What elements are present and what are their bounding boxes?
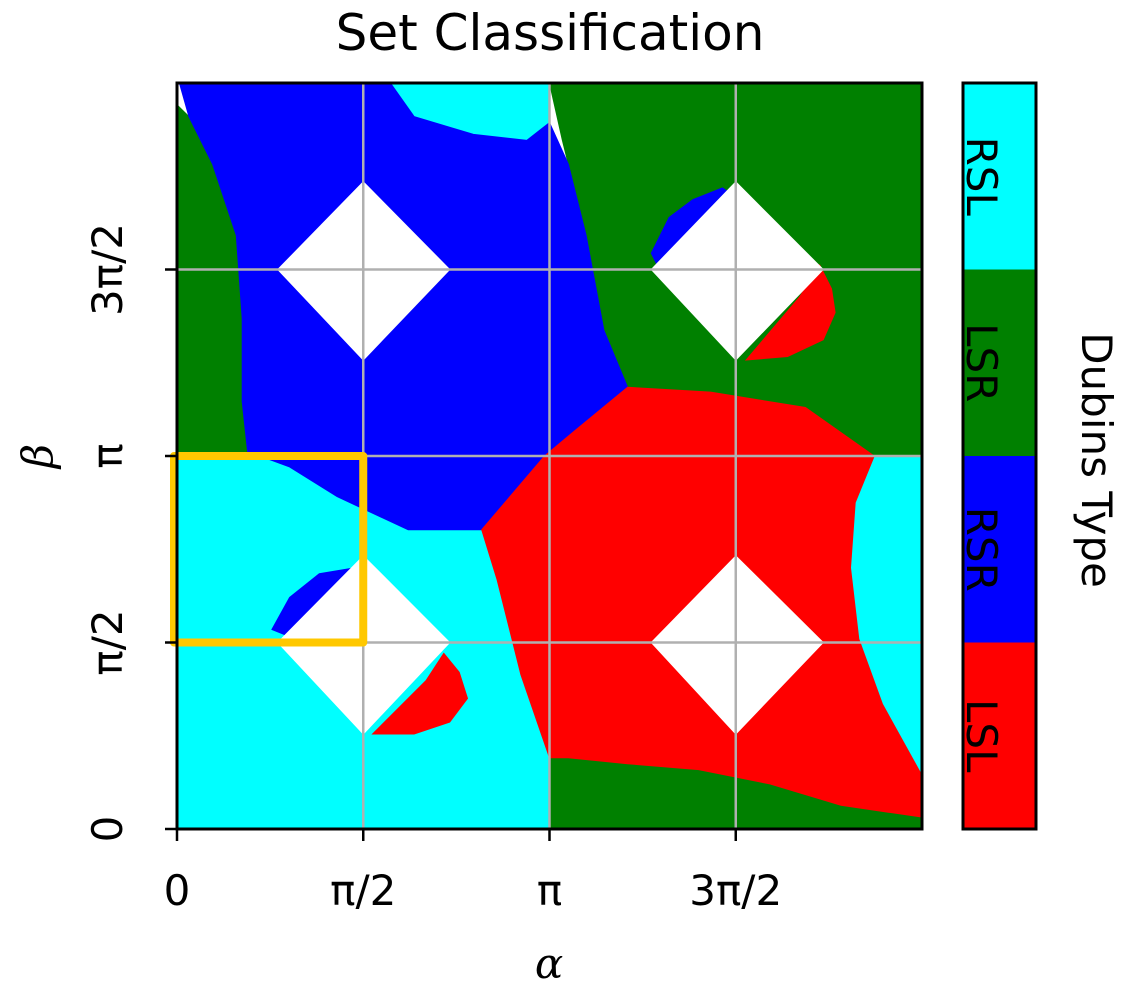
x-tick-label: π/2 — [330, 866, 396, 915]
colorbar-segment-lsr — [963, 269, 1036, 456]
y-tick-label: 3π/2 — [83, 223, 132, 316]
colorbar-title: Dubins Type — [1072, 332, 1121, 588]
colorbar-segment-lsl — [963, 642, 1036, 829]
colorbar-segment-rsl — [963, 83, 1036, 270]
highlight-box — [170, 452, 368, 647]
colorbar: LSL RSR LSR RSL — [957, 81, 1038, 831]
colorbar-frame — [961, 81, 1038, 831]
colorbar-label-lsl: LSL — [957, 699, 1006, 773]
x-tick-label: π — [537, 866, 562, 915]
x-tick-label: 3π/2 — [689, 866, 782, 915]
y-tick-label: 0 — [83, 816, 132, 843]
chart-title: Set Classification — [336, 4, 765, 62]
y-axis-ticks: 0 π/2 π 3π/2 — [83, 223, 177, 842]
region-lsl-10 — [371, 652, 469, 735]
x-axis-ticks: 0 π/2 π 3π/2 — [164, 829, 782, 915]
y-axis-label: β — [13, 444, 62, 470]
colorbar-label-rsr: RSR — [957, 507, 1006, 592]
x-tick-label: 0 — [164, 866, 191, 915]
region-lsl-11 — [744, 263, 836, 361]
colorbar-segment-rsr — [963, 456, 1036, 643]
y-tick-label: π — [83, 443, 132, 468]
x-axis-label: α — [535, 939, 563, 985]
colorbar-label-lsr: LSR — [957, 323, 1006, 402]
colorbar-label-rsl: RSL — [957, 137, 1006, 217]
y-tick-label: π/2 — [83, 609, 132, 675]
